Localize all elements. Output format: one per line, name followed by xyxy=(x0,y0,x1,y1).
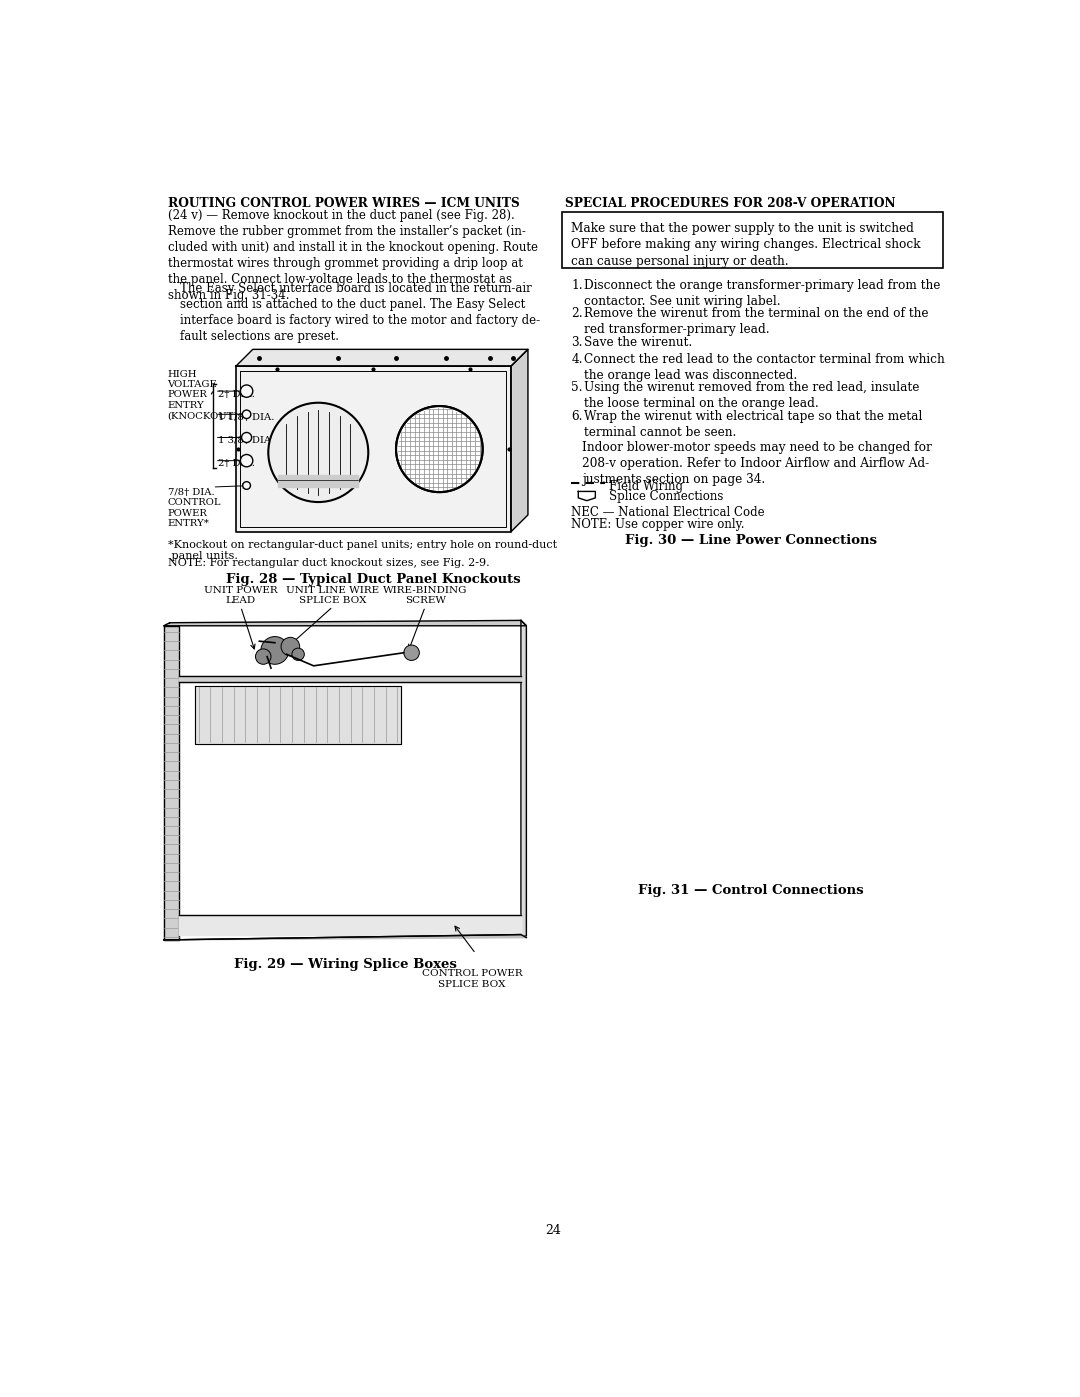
Polygon shape xyxy=(235,349,528,366)
Text: 3.: 3. xyxy=(571,335,583,348)
Circle shape xyxy=(281,637,299,655)
Text: 4.: 4. xyxy=(571,353,583,366)
Text: 2† DIA.: 2† DIA. xyxy=(218,390,255,398)
Text: 1.: 1. xyxy=(571,278,583,292)
Text: 6.: 6. xyxy=(571,409,583,423)
Text: Using the wirenut removed from the red lead, insulate
the loose terminal on the : Using the wirenut removed from the red l… xyxy=(583,381,919,411)
Text: UNIT LINE WIRE
SPLICE BOX: UNIT LINE WIRE SPLICE BOX xyxy=(286,585,379,605)
Text: CONTROL POWER
SPLICE BOX: CONTROL POWER SPLICE BOX xyxy=(421,970,523,989)
Text: Fig. 28 — Typical Duct Panel Knockouts: Fig. 28 — Typical Duct Panel Knockouts xyxy=(226,573,521,587)
Text: NEC — National Electrical Code: NEC — National Electrical Code xyxy=(571,506,765,520)
Polygon shape xyxy=(194,686,402,743)
Text: Disconnect the orange transformer-primary lead from the
contactor. See unit wiri: Disconnect the orange transformer-primar… xyxy=(583,278,940,307)
Circle shape xyxy=(396,407,483,492)
Text: SPECIAL PROCEDURES FOR 208-V OPERATION: SPECIAL PROCEDURES FOR 208-V OPERATION xyxy=(565,197,895,210)
Text: UNIT POWER
LEAD: UNIT POWER LEAD xyxy=(204,585,278,605)
Text: The Easy Select interface board is located in the return-air
section and is atta: The Easy Select interface board is locat… xyxy=(180,282,540,342)
Text: 1 1/8† DIA.: 1 1/8† DIA. xyxy=(218,414,274,422)
Polygon shape xyxy=(511,349,528,532)
Circle shape xyxy=(261,637,288,665)
Polygon shape xyxy=(235,366,511,532)
Polygon shape xyxy=(179,676,521,682)
Circle shape xyxy=(404,645,419,661)
Text: Indoor blower-motor speeds may need to be changed for
208-v operation. Refer to : Indoor blower-motor speeds may need to b… xyxy=(582,441,932,486)
Text: NOTE: For rectangular duct knockout sizes, see Fig. 2-9.: NOTE: For rectangular duct knockout size… xyxy=(167,557,489,569)
Circle shape xyxy=(268,402,368,502)
Text: NOTE: Use copper wire only.: NOTE: Use copper wire only. xyxy=(571,518,745,531)
Text: Field Wiring: Field Wiring xyxy=(609,479,684,493)
Circle shape xyxy=(242,433,252,443)
Text: Make sure that the power supply to the unit is switched
OFF before making any wi: Make sure that the power supply to the u… xyxy=(571,222,921,268)
Text: Connect the red lead to the contactor terminal from which
the orange lead was di: Connect the red lead to the contactor te… xyxy=(583,353,945,381)
Text: 2.: 2. xyxy=(571,307,583,320)
Text: (24 v) — Remove knockout in the duct panel (see Fig. 28).
Remove the rubber grom: (24 v) — Remove knockout in the duct pan… xyxy=(167,210,538,302)
Text: Fig. 29 — Wiring Splice Boxes: Fig. 29 — Wiring Splice Boxes xyxy=(234,958,457,971)
Circle shape xyxy=(241,454,253,467)
Text: 24: 24 xyxy=(545,1224,562,1238)
Text: Splice Connections: Splice Connections xyxy=(609,490,724,503)
Polygon shape xyxy=(578,492,595,500)
Text: Remove the wirenut from the terminal on the end of the
red transformer-primary l: Remove the wirenut from the terminal on … xyxy=(583,307,928,337)
Text: 2† DIA.: 2† DIA. xyxy=(218,460,255,468)
Text: Wrap the wirenut with electrical tape so that the metal
terminal cannot be seen.: Wrap the wirenut with electrical tape so… xyxy=(583,409,922,439)
Text: 5.: 5. xyxy=(571,381,583,394)
FancyBboxPatch shape xyxy=(562,212,943,268)
Polygon shape xyxy=(179,915,521,935)
Circle shape xyxy=(242,411,251,419)
Text: Fig. 31 — Control Connections: Fig. 31 — Control Connections xyxy=(638,884,864,897)
Circle shape xyxy=(256,648,271,665)
Circle shape xyxy=(241,386,253,397)
Circle shape xyxy=(292,648,305,661)
Text: WIRE-BINDING
SCREW: WIRE-BINDING SCREW xyxy=(383,585,468,605)
Polygon shape xyxy=(521,620,526,936)
Text: 1 3/8† DIA.: 1 3/8† DIA. xyxy=(218,436,274,446)
Polygon shape xyxy=(179,626,521,935)
Text: 7/8† DIA.
CONTROL
POWER
ENTRY*: 7/8† DIA. CONTROL POWER ENTRY* xyxy=(167,488,221,528)
Polygon shape xyxy=(164,626,179,940)
Polygon shape xyxy=(164,935,526,940)
Polygon shape xyxy=(279,475,359,488)
Text: Save the wirenut.: Save the wirenut. xyxy=(583,335,692,348)
Polygon shape xyxy=(164,620,526,626)
Text: Fig. 30 — Line Power Connections: Fig. 30 — Line Power Connections xyxy=(625,534,877,546)
Text: *Knockout on rectangular-duct panel units; entry hole on round-duct
 panel units: *Knockout on rectangular-duct panel unit… xyxy=(167,539,556,562)
Text: ROUTING CONTROL POWER WIRES — ICM UNITS: ROUTING CONTROL POWER WIRES — ICM UNITS xyxy=(167,197,519,210)
Circle shape xyxy=(243,482,251,489)
Text: HIGH
VOLTAGE
POWER
ENTRY
(KNOCKOUT): HIGH VOLTAGE POWER ENTRY (KNOCKOUT) xyxy=(167,370,238,420)
